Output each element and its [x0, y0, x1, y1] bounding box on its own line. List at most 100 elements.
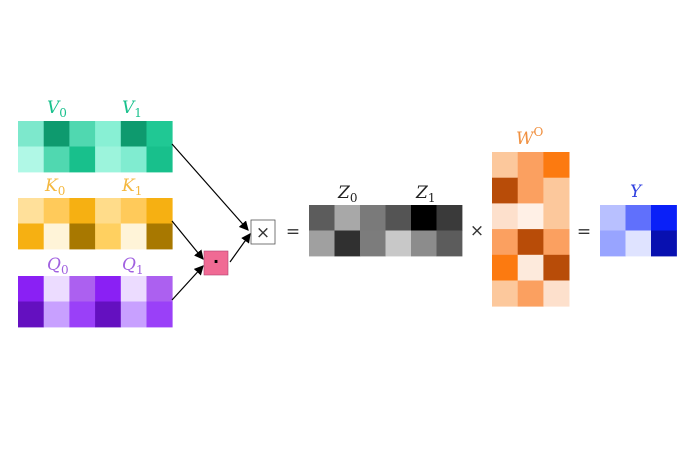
- w-cell-5-1: [517, 280, 544, 307]
- q-cell-1-5: [146, 301, 173, 328]
- k-cell-0-0: [18, 198, 45, 224]
- z-cell-1-0: [309, 230, 335, 257]
- y-label: Y: [630, 182, 643, 202]
- dot-product-box: [203, 250, 229, 276]
- arrow-q-to-dot: [171, 265, 204, 301]
- z-cell-1-4: [411, 230, 437, 257]
- arrow-k-to-dot: [171, 220, 204, 260]
- w-cell-0-2: [543, 152, 570, 179]
- z-cell-0-1: [334, 205, 361, 231]
- v-cell-1-2: [69, 146, 96, 173]
- k0-label: K0: [44, 176, 65, 198]
- q-matrix: [18, 276, 173, 328]
- k-cell-1-2: [69, 223, 96, 250]
- z-cell-0-2: [360, 205, 386, 231]
- z-cell-1-2: [360, 230, 386, 257]
- w-cell-2-2: [543, 203, 570, 230]
- z-cell-1-1: [334, 230, 361, 257]
- w-cell-1-0: [492, 177, 519, 204]
- y-cell-0-1: [625, 205, 652, 231]
- v-cell-0-0: [18, 121, 45, 147]
- z-cell-1-5: [436, 230, 463, 257]
- z1-label: Z1: [415, 183, 435, 205]
- w-cell-1-2: [543, 177, 570, 204]
- y-cell-1-1: [625, 230, 652, 257]
- q-cell-1-0: [18, 301, 45, 328]
- k-cell-0-4: [120, 198, 147, 224]
- w-cell-0-1: [517, 152, 544, 179]
- w-cell-0-0: [492, 152, 519, 179]
- arrow-dot-to-times: [229, 233, 251, 263]
- v-cell-1-4: [120, 146, 147, 173]
- q-cell-0-1: [43, 276, 70, 302]
- k-cell-1-0: [18, 223, 45, 250]
- multiply-box: [250, 219, 276, 245]
- z-cell-0-3: [385, 205, 412, 231]
- y-cell-1-0: [600, 230, 626, 257]
- v-cell-1-3: [95, 146, 122, 173]
- w-o-label: WO: [516, 125, 543, 149]
- arrow-v-to-times: [171, 143, 249, 231]
- v-cell-0-4: [120, 121, 147, 147]
- dot-symbol: ·: [213, 252, 219, 271]
- w-cell-3-0: [492, 229, 519, 256]
- equals-sign-1: =: [286, 222, 300, 242]
- w-cell-4-1: [517, 254, 544, 281]
- w-cell-5-0: [492, 280, 519, 307]
- v-cell-0-1: [43, 121, 70, 147]
- v-cell-1-5: [146, 146, 173, 173]
- w-o-matrix: [492, 152, 570, 307]
- z-cell-1-3: [385, 230, 412, 257]
- k-cell-0-2: [69, 198, 96, 224]
- v-cell-1-0: [18, 146, 45, 173]
- q-cell-1-4: [120, 301, 147, 328]
- w-cell-1-1: [517, 177, 544, 204]
- k-cell-0-3: [95, 198, 122, 224]
- k-cell-0-5: [146, 198, 173, 224]
- q-cell-1-1: [43, 301, 70, 328]
- w-cell-5-2: [543, 280, 570, 307]
- v-matrix: [18, 121, 173, 173]
- k1-label: K1: [121, 176, 142, 198]
- k-cell-1-5: [146, 223, 173, 250]
- w-cell-3-2: [543, 229, 570, 256]
- k-cell-1-1: [43, 223, 70, 250]
- q-cell-0-4: [120, 276, 147, 302]
- equals-sign-2: =: [577, 222, 591, 242]
- q-cell-0-0: [18, 276, 45, 302]
- w-cell-3-1: [517, 229, 544, 256]
- q-cell-1-2: [69, 301, 96, 328]
- q1-label: Q1: [122, 255, 144, 277]
- y-cell-0-2: [651, 205, 677, 231]
- v-cell-0-3: [95, 121, 122, 147]
- z-cell-0-5: [436, 205, 463, 231]
- y-matrix: [600, 205, 677, 257]
- z-matrix: [309, 205, 463, 257]
- v-cell-0-5: [146, 121, 173, 147]
- w-cell-2-1: [517, 203, 544, 230]
- multiply-sign-2: ×: [470, 221, 484, 241]
- y-cell-1-2: [651, 230, 677, 257]
- v1-label: V1: [122, 98, 142, 120]
- z0-label: Z0: [337, 183, 357, 205]
- q-cell-1-3: [95, 301, 122, 328]
- k-matrix: [18, 198, 173, 250]
- z-cell-0-0: [309, 205, 335, 231]
- k-cell-1-4: [120, 223, 147, 250]
- v-cell-0-2: [69, 121, 96, 147]
- q-cell-0-3: [95, 276, 122, 302]
- w-cell-4-0: [492, 254, 519, 281]
- z-cell-0-4: [411, 205, 437, 231]
- q0-label: Q0: [47, 255, 69, 277]
- multiply-symbol: ×: [256, 223, 270, 243]
- k-cell-1-3: [95, 223, 122, 250]
- q-cell-0-5: [146, 276, 173, 302]
- k-cell-0-1: [43, 198, 70, 224]
- w-cell-2-0: [492, 203, 519, 230]
- v0-label: V0: [47, 98, 67, 120]
- v-cell-1-1: [43, 146, 70, 173]
- w-cell-4-2: [543, 254, 570, 281]
- q-cell-0-2: [69, 276, 96, 302]
- y-cell-0-0: [600, 205, 626, 231]
